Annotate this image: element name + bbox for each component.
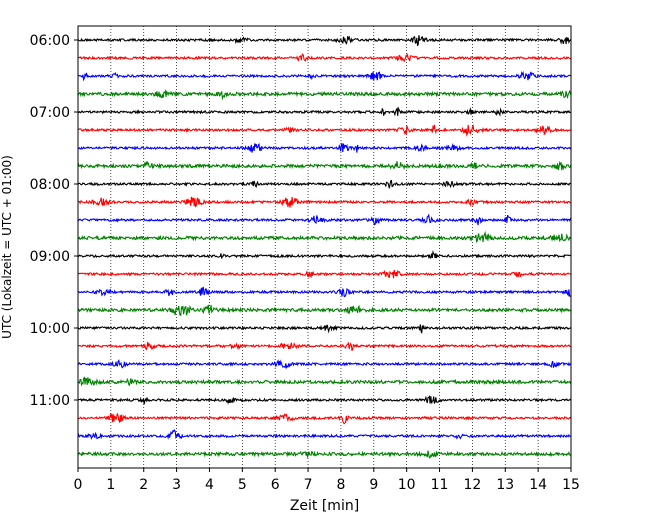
trace-0800 xyxy=(77,179,572,189)
x-tick-label: 8 xyxy=(336,477,345,493)
trace-0900 xyxy=(77,250,572,259)
x-tick-label: 7 xyxy=(304,477,313,493)
trace-0700 xyxy=(77,106,572,117)
x-tick-label: 14 xyxy=(529,477,547,493)
trace-0730 xyxy=(77,142,572,153)
trace-1000 xyxy=(77,324,572,334)
y-tick-label: 07:00 xyxy=(30,105,70,121)
x-ticks: 0 1 2 3 4 5 6 7 8 9 10 11 12 13 14 15 xyxy=(74,468,580,493)
y-tick-label: 11:00 xyxy=(30,393,70,409)
x-tick-label: 5 xyxy=(238,477,247,493)
trace-1130 xyxy=(77,429,572,440)
trace-0845 xyxy=(77,230,572,243)
trace-0830 xyxy=(77,213,572,226)
trace-0815 xyxy=(77,196,572,208)
x-tick-label: 1 xyxy=(106,477,115,493)
trace-0930 xyxy=(77,286,572,298)
y-ticks: 06:00 07:00 08:00 09:00 10:00 11:00 xyxy=(30,33,78,409)
trace-0615 xyxy=(77,53,572,63)
x-tick-label: 2 xyxy=(139,477,148,493)
trace-0645 xyxy=(77,89,572,101)
trace-0945 xyxy=(77,304,572,316)
trace-0630 xyxy=(77,70,572,82)
x-tick-label: 3 xyxy=(172,477,181,493)
x-tick-label: 13 xyxy=(496,477,514,493)
x-tick-label: 4 xyxy=(205,477,214,493)
y-tick-label: 06:00 xyxy=(30,33,70,49)
x-tick-label: 11 xyxy=(431,477,449,493)
trace-1100 xyxy=(77,394,572,405)
trace-0915 xyxy=(77,269,572,279)
x-tick-label: 15 xyxy=(562,477,580,493)
y-tick-label: 08:00 xyxy=(30,177,70,193)
trace-1030 xyxy=(77,359,572,370)
trace-1115 xyxy=(77,412,572,425)
x-tick-label: 12 xyxy=(463,477,481,493)
trace-layer xyxy=(77,35,572,459)
x-axis-label: Zeit [min] xyxy=(290,498,359,514)
y-tick-label: 10:00 xyxy=(30,321,70,337)
x-tick-label: 6 xyxy=(271,477,280,493)
trace-1015 xyxy=(77,341,572,352)
x-tick-label: 10 xyxy=(398,477,416,493)
trace-1145 xyxy=(77,450,572,459)
y-axis-label: UTC (Lokalzeit = UTC + 01:00) xyxy=(0,155,14,339)
y-tick-label: 09:00 xyxy=(30,249,70,265)
plot-frame xyxy=(77,25,572,469)
x-tick-label: 9 xyxy=(369,477,378,493)
trace-1045 xyxy=(77,376,572,387)
trace-0600 xyxy=(77,35,572,47)
x-tick-label: 0 xyxy=(74,477,83,493)
trace-0745 xyxy=(77,160,572,171)
trace-0715 xyxy=(77,123,572,137)
